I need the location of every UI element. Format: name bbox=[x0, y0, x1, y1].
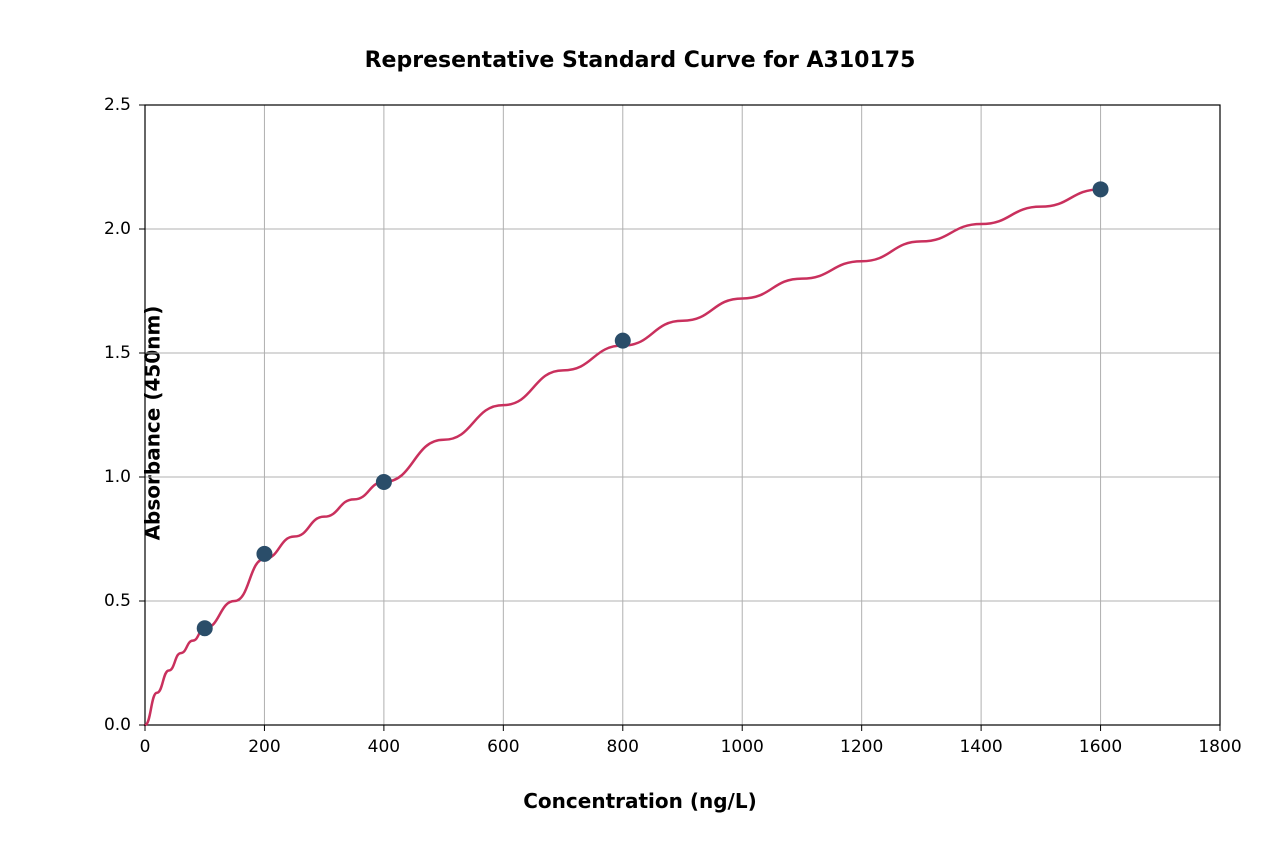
x-axis-label: Concentration (ng/L) bbox=[523, 789, 756, 813]
chart-container: Representative Standard Curve for A31017… bbox=[0, 0, 1280, 845]
x-tick-label: 1400 bbox=[959, 737, 1002, 757]
y-tick-label: 2.5 bbox=[104, 95, 131, 115]
x-tick-label: 400 bbox=[368, 737, 400, 757]
x-tick-label: 0 bbox=[140, 737, 151, 757]
y-tick-label: 1.0 bbox=[104, 467, 131, 487]
data-point bbox=[197, 620, 213, 636]
x-tick-label: 600 bbox=[487, 737, 519, 757]
x-tick-label: 800 bbox=[607, 737, 639, 757]
plot-border bbox=[145, 105, 1220, 725]
data-point bbox=[615, 333, 631, 349]
chart-title: Representative Standard Curve for A31017… bbox=[365, 48, 916, 73]
y-tick-label: 2.0 bbox=[104, 219, 131, 239]
data-point bbox=[1093, 181, 1109, 197]
y-tick-label: 0.0 bbox=[104, 715, 131, 735]
y-tick-label: 0.5 bbox=[104, 591, 131, 611]
x-tick-label: 1000 bbox=[721, 737, 764, 757]
y-tick-label: 1.5 bbox=[104, 343, 131, 363]
x-tick-label: 200 bbox=[248, 737, 280, 757]
x-tick-label: 1800 bbox=[1198, 737, 1241, 757]
plot-area bbox=[137, 103, 1222, 733]
data-point bbox=[256, 546, 272, 562]
x-tick-label: 1600 bbox=[1079, 737, 1122, 757]
x-tick-label: 1200 bbox=[840, 737, 883, 757]
data-point bbox=[376, 474, 392, 490]
